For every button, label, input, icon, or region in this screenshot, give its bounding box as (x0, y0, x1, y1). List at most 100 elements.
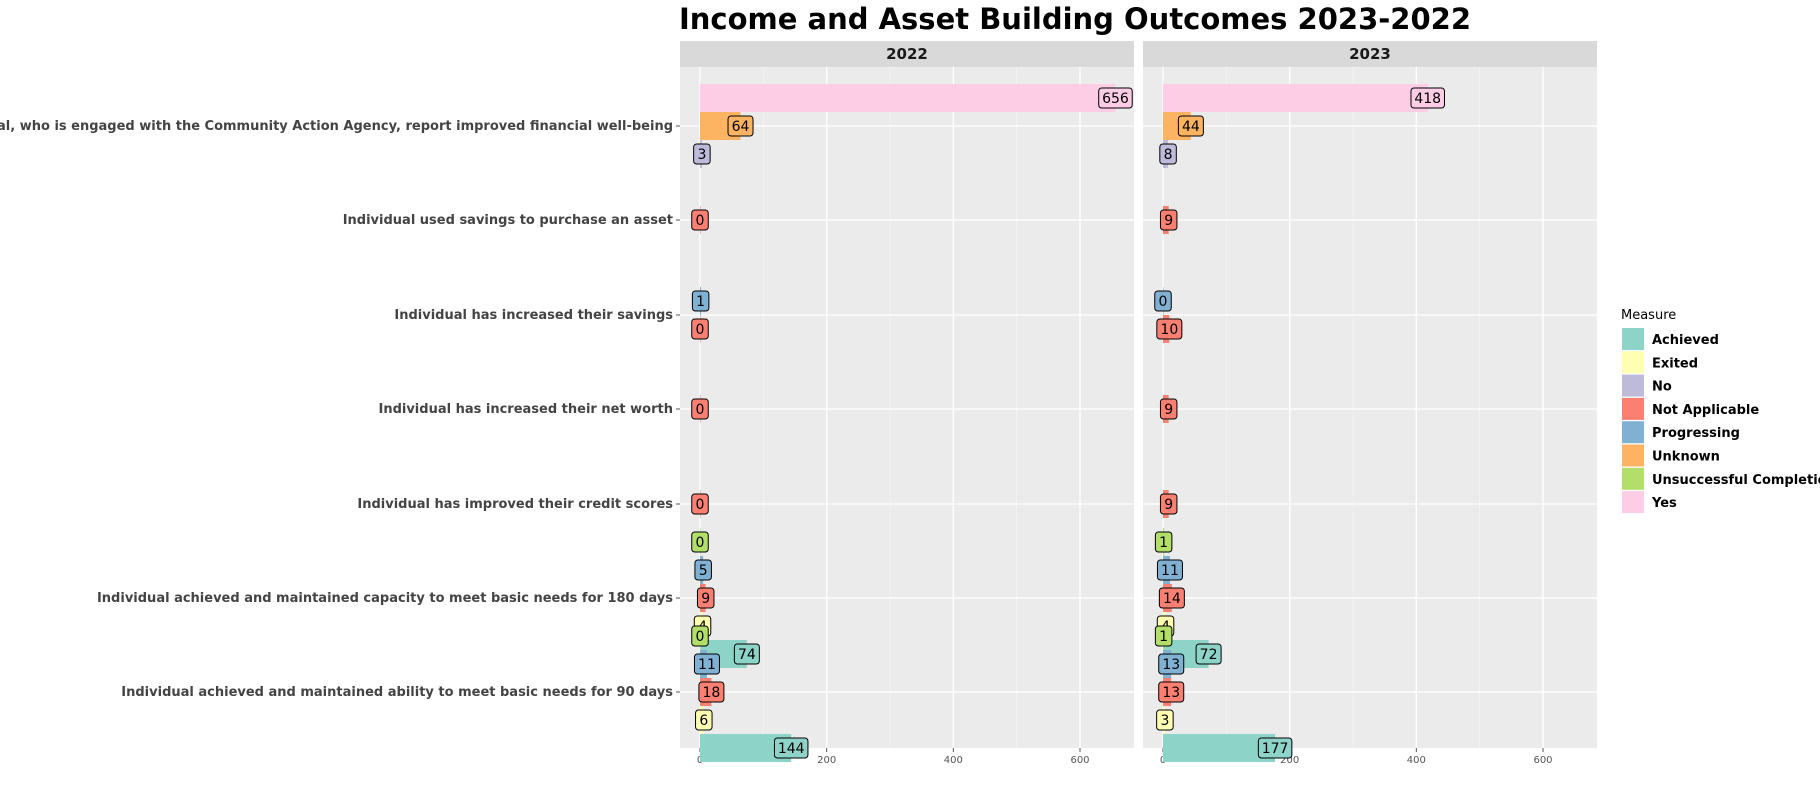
data-label: 44 (1182, 119, 1200, 135)
data-label: 0 (696, 402, 705, 418)
data-label: 6 (699, 713, 708, 729)
data-label-box (1158, 587, 1185, 609)
data-label-box (1159, 143, 1177, 165)
data-label-box (691, 318, 709, 340)
data-label: 1 (696, 294, 705, 310)
x-tick-label: 600 (1070, 755, 1089, 766)
data-label-box (693, 143, 711, 165)
y-category-label: Individual used savings to purchase an a… (343, 213, 673, 228)
data-label: 5 (699, 563, 708, 579)
bar-yes (700, 84, 1116, 112)
legend-label: Unknown (1652, 450, 1720, 465)
data-label-box (691, 625, 709, 647)
panel-strip-label: 2022 (886, 45, 928, 63)
legend-label: Not Applicable (1652, 403, 1759, 418)
panel-background (680, 67, 1134, 748)
data-label: 0 (696, 213, 705, 229)
data-label: 3 (1160, 713, 1169, 729)
data-label: 10 (1160, 322, 1178, 338)
data-label: 11 (698, 657, 716, 673)
data-label-box (1159, 398, 1178, 420)
data-label-box (1158, 681, 1185, 703)
data-label-box (727, 115, 754, 137)
data-label: 418 (1414, 91, 1441, 107)
data-label: 656 (1102, 91, 1129, 107)
data-label: 3 (697, 147, 706, 163)
y-category-label: This individual, who is engaged with the… (0, 119, 673, 134)
data-label: 9 (701, 591, 710, 607)
data-label-box (694, 559, 712, 581)
x-tick-label: 200 (1280, 755, 1299, 766)
data-label-box (1195, 643, 1222, 665)
legend-key-no (1622, 374, 1644, 397)
data-label-box (691, 209, 709, 231)
data-labels-2023: 84441891009972414111177313131 (1154, 87, 1445, 759)
x-tick-label: 600 (1533, 755, 1552, 766)
panel-strip (1143, 41, 1597, 67)
legend-key-unsuccessful-completion (1622, 467, 1644, 490)
data-label-box (1154, 290, 1172, 312)
legend-label: Unsuccessful Completion (1652, 473, 1820, 488)
data-label: 144 (778, 741, 805, 757)
y-category-label: Individual achieved and maintained capac… (97, 591, 673, 606)
legend: Measure Achieved Exited No Not Applicable Pr… (1621, 308, 1820, 514)
data-label-box (1154, 531, 1173, 553)
data-label: 11 (1161, 563, 1179, 579)
legend-label: Progressing (1652, 426, 1740, 441)
x-tick-label: 400 (944, 755, 963, 766)
data-label-box (693, 653, 720, 675)
legend-key-unknown (1622, 444, 1644, 467)
data-label-box (691, 398, 709, 420)
data-label-box (1177, 115, 1204, 137)
bar-achieved (1163, 734, 1276, 762)
data-label: 72 (1200, 647, 1218, 663)
y-category-label: Individual achieved and maintained abili… (121, 685, 673, 700)
data-label: 74 (738, 647, 756, 663)
data-label: 1 (1159, 535, 1168, 551)
x-tick-label: 400 (1407, 755, 1426, 766)
data-label-box (1098, 87, 1133, 109)
data-label: 0 (696, 629, 705, 645)
data-label: 9 (1164, 213, 1173, 229)
chart-title: Income and Asset Building Outcomes 2023-… (679, 2, 1471, 36)
data-labels-2022: 36465600100744950144618110 (691, 87, 1133, 759)
legend-label: Yes (1651, 496, 1677, 511)
data-label-box (1410, 87, 1445, 109)
data-label-box (1257, 737, 1293, 759)
legend-label: Achieved (1652, 333, 1719, 348)
panel-background (1143, 67, 1597, 748)
x-tick-label: 200 (817, 755, 836, 766)
legend-key-yes (1622, 491, 1644, 514)
data-label: 0 (696, 497, 705, 513)
data-label-box (695, 709, 713, 731)
data-label: 8 (1164, 147, 1173, 163)
data-label: 177 (1262, 741, 1289, 757)
plot-area: 2022020040060036465600100744950144618110… (0, 41, 1597, 766)
y-category-label: Individual has increased their net worth (378, 402, 673, 417)
data-label-box (1156, 559, 1183, 581)
data-label-box (691, 531, 709, 553)
data-label-box (1154, 625, 1173, 647)
data-label-box (1159, 209, 1178, 231)
data-label: 9 (1164, 402, 1173, 418)
data-label-box (698, 681, 725, 703)
bar-yes (1163, 84, 1428, 112)
data-label-box (1156, 318, 1183, 340)
data-label-box (1159, 493, 1178, 515)
y-category-label: Individual has increased their savings (394, 308, 673, 323)
legend-label: Exited (1652, 356, 1698, 371)
data-label-box (1158, 653, 1185, 675)
data-label: 13 (1162, 657, 1180, 673)
legend-label: No (1652, 380, 1672, 395)
data-label: 9 (1164, 497, 1173, 513)
data-label: 1 (1159, 629, 1168, 645)
legend-key-achieved (1622, 328, 1644, 350)
data-label: 14 (1163, 591, 1181, 607)
data-label: 0 (1159, 294, 1168, 310)
data-label: 13 (1162, 685, 1180, 701)
data-label: 18 (702, 685, 720, 701)
data-label: 64 (732, 119, 750, 135)
data-label-box (733, 643, 760, 665)
data-label-box (696, 587, 715, 609)
